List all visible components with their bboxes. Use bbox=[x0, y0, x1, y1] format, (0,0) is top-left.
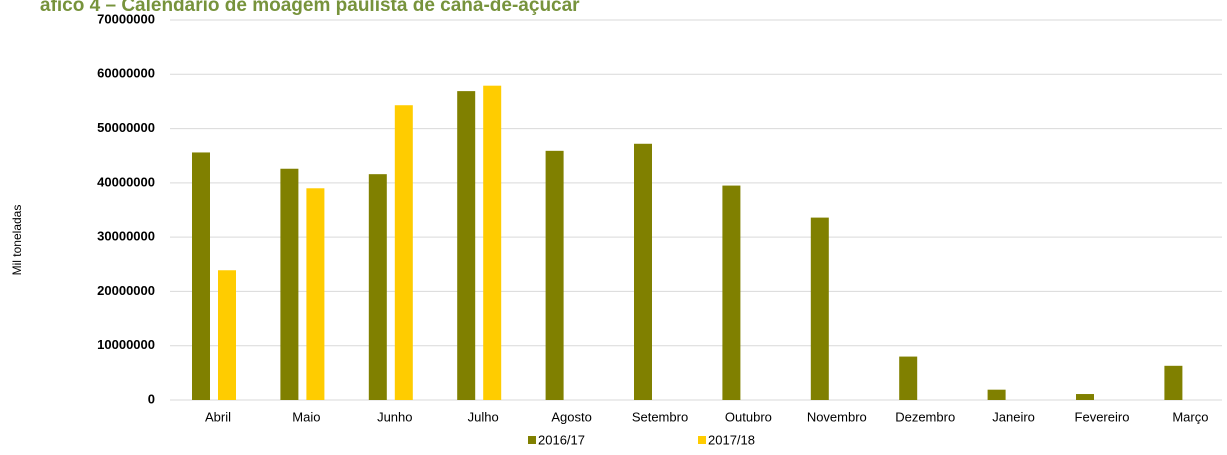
bar bbox=[899, 356, 918, 400]
bar bbox=[545, 150, 564, 400]
bar bbox=[192, 152, 210, 400]
bar bbox=[810, 217, 829, 400]
legend-label: 2016/17 bbox=[538, 432, 585, 447]
y-tick-label: 20000000 bbox=[97, 283, 155, 298]
y-axis-label: Mil toneladas bbox=[10, 205, 24, 276]
bar bbox=[457, 91, 476, 400]
bar bbox=[1164, 365, 1183, 400]
legend-swatch bbox=[698, 436, 706, 444]
bar bbox=[394, 105, 413, 400]
y-tick-label: 10000000 bbox=[97, 337, 155, 352]
y-tick-label: 50000000 bbox=[97, 120, 155, 135]
bar bbox=[1076, 394, 1094, 400]
bar bbox=[368, 174, 387, 400]
legend-swatch bbox=[528, 436, 536, 444]
bar bbox=[483, 85, 502, 400]
x-tick-label: Julho bbox=[468, 409, 499, 424]
y-tick-label: 0 bbox=[148, 391, 155, 406]
y-tick-label: 30000000 bbox=[97, 229, 155, 244]
x-tick-label: Abril bbox=[205, 409, 231, 424]
x-tick-label: Agosto bbox=[551, 409, 591, 424]
x-tick-label: Janeiro bbox=[992, 409, 1035, 424]
y-tick-label: 70000000 bbox=[97, 11, 155, 26]
bar bbox=[218, 270, 236, 400]
bar bbox=[987, 389, 1006, 400]
legend-label: 2017/18 bbox=[708, 432, 755, 447]
x-tick-label: Dezembro bbox=[895, 409, 955, 424]
x-tick-label: Setembro bbox=[632, 409, 688, 424]
x-tick-label: Maio bbox=[292, 409, 320, 424]
x-tick-label: Fevereiro bbox=[1075, 409, 1130, 424]
bar bbox=[722, 185, 741, 400]
x-tick-label: Outubro bbox=[725, 409, 772, 424]
bar bbox=[306, 188, 325, 400]
bar bbox=[280, 168, 299, 400]
x-tick-label: Novembro bbox=[807, 409, 867, 424]
chart-title: áfico 4 – Calendário de moagem paulista … bbox=[40, 0, 580, 16]
bar bbox=[634, 143, 652, 400]
y-tick-label: 40000000 bbox=[97, 174, 155, 189]
x-tick-label: Junho bbox=[377, 409, 412, 424]
x-tick-label: Março bbox=[1172, 409, 1208, 424]
y-tick-label: 60000000 bbox=[97, 66, 155, 81]
